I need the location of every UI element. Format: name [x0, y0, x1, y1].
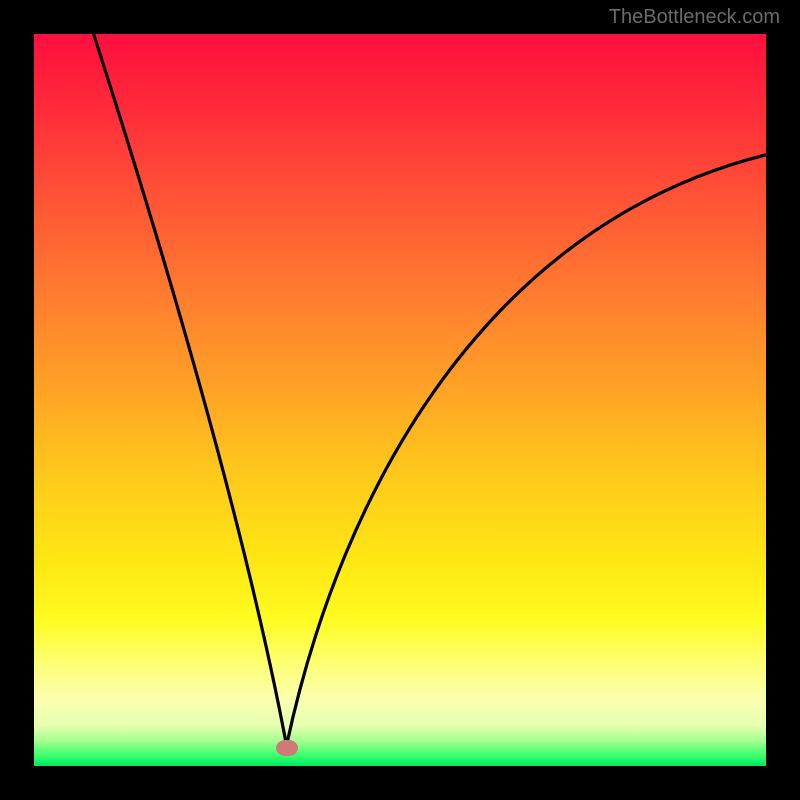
watermark-text: TheBottleneck.com — [609, 6, 780, 29]
optimal-point-marker — [276, 740, 298, 756]
chart-plot-area — [34, 34, 766, 766]
bottleneck-curve — [34, 34, 766, 766]
